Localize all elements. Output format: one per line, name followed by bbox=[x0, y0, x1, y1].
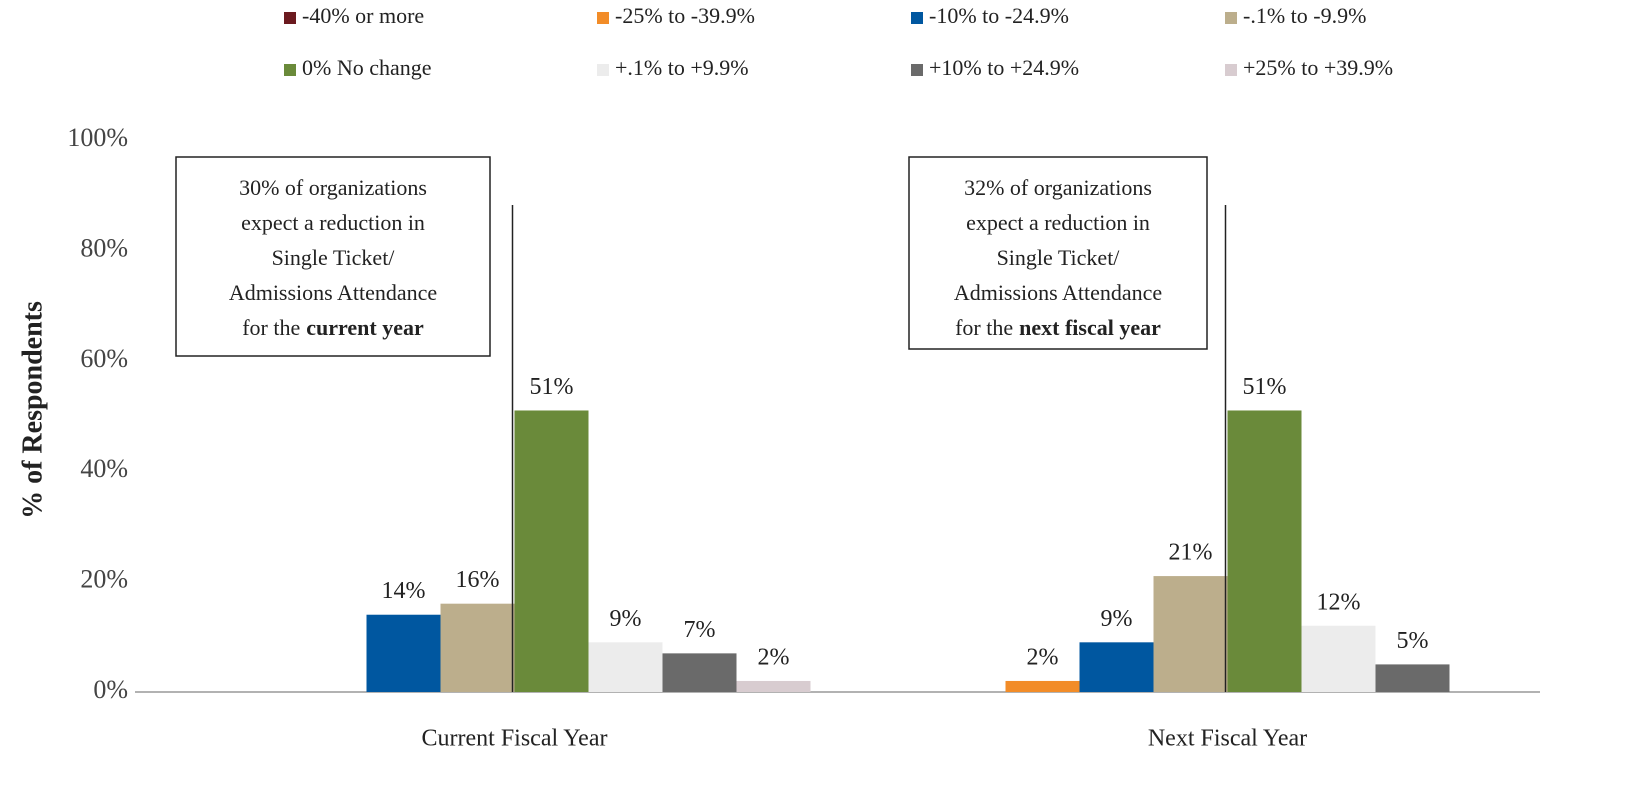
y-tick-label: 0% bbox=[93, 675, 128, 704]
legend-label: +25% to +39.9% bbox=[1243, 55, 1393, 80]
y-tick-label: 60% bbox=[80, 344, 128, 373]
annotation-box bbox=[908, 156, 1208, 350]
x-tick-label: Current Fiscal Year bbox=[422, 726, 608, 752]
data-label: 51% bbox=[1243, 374, 1287, 400]
bar bbox=[1227, 410, 1302, 692]
legend-label: -25% to -39.9% bbox=[615, 3, 755, 28]
legend-swatch bbox=[597, 12, 609, 24]
data-label: 14% bbox=[382, 578, 426, 604]
annotation-text: Admissions Attendance bbox=[954, 280, 1162, 305]
bar bbox=[1079, 642, 1154, 692]
annotation-text: Single Ticket/ bbox=[272, 245, 396, 270]
data-label: 12% bbox=[1317, 589, 1361, 615]
annotation-text: for the bbox=[242, 315, 300, 340]
annotation-text: 30% of organizations bbox=[239, 175, 427, 200]
annotation-text: Single Ticket/ bbox=[997, 245, 1121, 270]
y-axis-title: % of Respondents bbox=[17, 301, 48, 519]
annotation-text: for the bbox=[955, 315, 1013, 340]
bar bbox=[366, 614, 441, 692]
annotation-text: Admissions Attendance bbox=[229, 280, 437, 305]
legend-label: +10% to +24.9% bbox=[929, 55, 1079, 80]
legend-label: 0% No change bbox=[302, 55, 432, 80]
bar bbox=[588, 642, 663, 692]
y-tick-label: 100% bbox=[67, 123, 128, 152]
legend-swatch bbox=[1225, 64, 1237, 76]
legend-label: -40% or more bbox=[302, 3, 424, 28]
data-label: 2% bbox=[758, 644, 790, 670]
y-tick-label: 80% bbox=[80, 233, 128, 262]
data-label: 16% bbox=[456, 567, 500, 593]
bar bbox=[1005, 680, 1080, 692]
bar bbox=[662, 653, 737, 692]
data-label: 5% bbox=[1397, 628, 1429, 654]
bar bbox=[736, 680, 811, 692]
x-tick-label: Next Fiscal Year bbox=[1148, 726, 1307, 752]
annotation-box bbox=[175, 156, 491, 357]
y-tick-label: 40% bbox=[80, 454, 128, 483]
legend-swatch bbox=[1225, 12, 1237, 24]
data-label: 21% bbox=[1169, 540, 1213, 566]
legend-swatch bbox=[597, 64, 609, 76]
legend-label: +.1% to +9.9% bbox=[615, 55, 749, 80]
bar bbox=[440, 603, 515, 692]
annotation-text: for the next fiscal year bbox=[955, 315, 1161, 340]
bar bbox=[1375, 664, 1450, 692]
legend-swatch bbox=[284, 64, 296, 76]
annotation-emphasis: current year bbox=[306, 315, 424, 340]
annotation-text: expect a reduction in bbox=[241, 210, 425, 235]
data-label: 9% bbox=[610, 606, 642, 632]
bar bbox=[514, 410, 589, 692]
legend-swatch bbox=[911, 64, 923, 76]
data-label: 7% bbox=[684, 617, 716, 643]
data-label: 9% bbox=[1101, 606, 1133, 632]
annotation-text: 32% of organizations bbox=[964, 175, 1152, 200]
legend-swatch bbox=[284, 12, 296, 24]
legend-label: -10% to -24.9% bbox=[929, 3, 1069, 28]
data-label: 51% bbox=[530, 374, 574, 400]
data-label: 2% bbox=[1027, 644, 1059, 670]
bar bbox=[1301, 625, 1376, 692]
legend-label: -.1% to -9.9% bbox=[1243, 3, 1366, 28]
annotation-text: for the current year bbox=[242, 315, 424, 340]
y-tick-label: 20% bbox=[80, 565, 128, 594]
legend-swatch bbox=[911, 12, 923, 24]
bar bbox=[1153, 576, 1228, 692]
annotation-emphasis: next fiscal year bbox=[1019, 315, 1161, 340]
annotation-text: expect a reduction in bbox=[966, 210, 1150, 235]
